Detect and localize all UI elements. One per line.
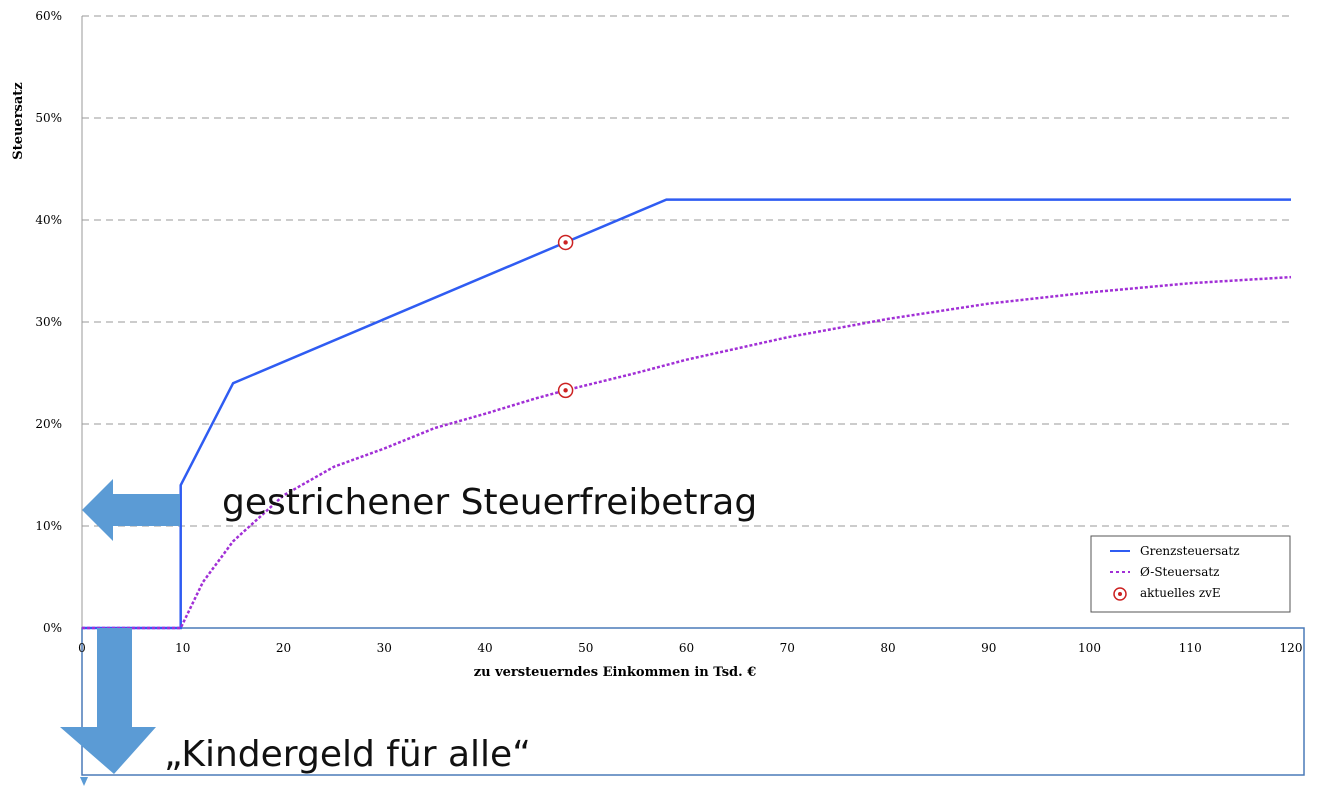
y-tick-label: 20% xyxy=(35,417,62,431)
legend-box xyxy=(1090,535,1291,613)
x-tick-label: 50 xyxy=(578,641,593,655)
kindergeld-annotation: „Kindergeld für alle“ xyxy=(164,734,531,775)
legend: Grenzsteuersatz Ø-Steuersatz aktuelles z… xyxy=(1090,535,1291,613)
down-arrow-shape xyxy=(60,628,156,774)
x-tick-label: 100 xyxy=(1078,641,1101,655)
x-tick-label: 30 xyxy=(377,641,392,655)
legend-label-grenz: Grenzsteuersatz xyxy=(1140,544,1240,558)
y-axis-title: Steuersatz xyxy=(11,82,26,159)
kindergeld-box xyxy=(81,627,1305,776)
series-layer xyxy=(82,198,1292,630)
x-tick-label: 60 xyxy=(679,641,694,655)
marker-layer xyxy=(557,234,574,399)
x-axis-title: zu versteuerndes Einkommen in Tsd. € xyxy=(474,665,757,680)
legend-label-avg: Ø-Steuersatz xyxy=(1140,565,1220,579)
x-tick-label: 70 xyxy=(780,641,795,655)
legend-marker-ring xyxy=(1113,587,1127,601)
x-tick-label: 40 xyxy=(477,641,492,655)
y-tick-label: 10% xyxy=(35,519,62,533)
x-tick-labels: 0 10 20 30 40 50 60 70 80 90 100 110 120 xyxy=(78,641,1302,655)
x-tick-label: 120 xyxy=(1280,641,1303,655)
x-tick-label: 10 xyxy=(175,641,190,655)
down-arrow-tip xyxy=(80,777,88,786)
freibetrag-annotation: gestrichener Steuerfreibetrag xyxy=(222,482,757,523)
current-income-marker-dot xyxy=(563,388,568,393)
y-tick-label: 40% xyxy=(35,213,62,227)
x-tick-label: 20 xyxy=(276,641,291,655)
left-arrow-shape xyxy=(82,479,180,541)
x-tick-label: 110 xyxy=(1179,641,1202,655)
legend-marker-dot xyxy=(1118,592,1122,596)
y-tick-label: 50% xyxy=(35,111,62,125)
current-income-marker-dot xyxy=(563,240,568,245)
y-tick-label: 60% xyxy=(35,9,62,23)
y-tick-labels: 0% 10% 20% 30% 40% 50% 60% xyxy=(35,9,62,635)
x-tick-label: 80 xyxy=(880,641,895,655)
x-tick-label: 0 xyxy=(78,641,86,655)
x-tick-label: 90 xyxy=(981,641,996,655)
legend-label-marker: aktuelles zvE xyxy=(1140,586,1221,600)
y-tick-label: 30% xyxy=(35,315,62,329)
series-durchschnitt-line xyxy=(82,275,1292,630)
y-tick-label: 0% xyxy=(43,621,62,635)
